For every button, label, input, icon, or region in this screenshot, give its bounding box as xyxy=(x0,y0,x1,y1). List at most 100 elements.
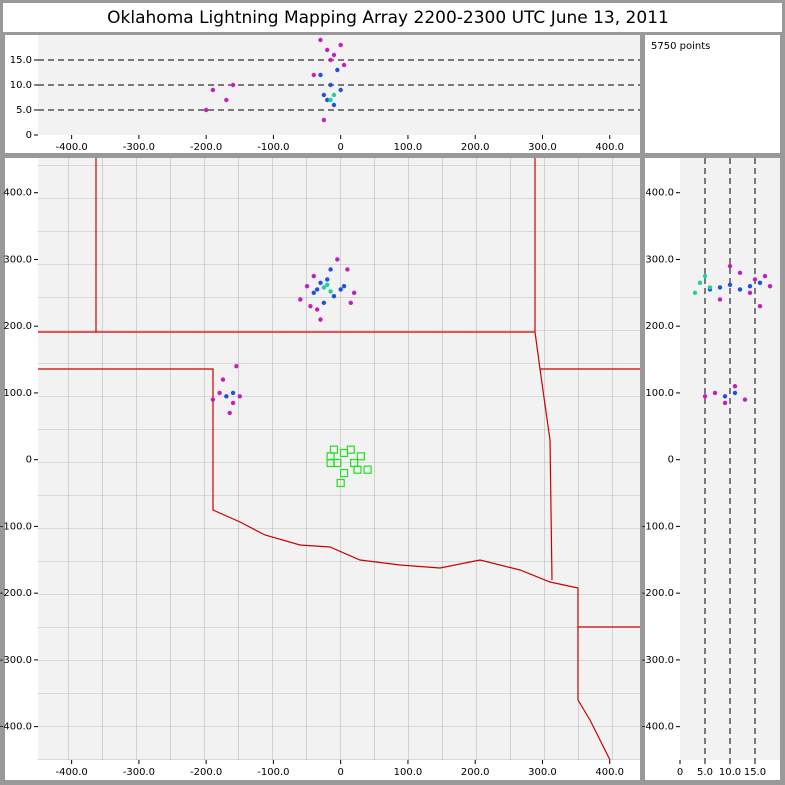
point-count: 5750 points xyxy=(651,41,710,52)
x-tick-label: 15.0 xyxy=(744,767,766,778)
x-tick-label: -300.0 xyxy=(123,767,155,778)
source-point xyxy=(331,293,337,299)
source-point xyxy=(224,97,229,103)
source-point xyxy=(328,289,333,294)
station xyxy=(346,445,355,454)
source-point xyxy=(341,283,347,289)
source-point xyxy=(345,267,350,272)
station xyxy=(350,458,359,468)
y-tick-label: 0 xyxy=(26,130,32,141)
source-point xyxy=(314,307,320,312)
source-point xyxy=(722,400,728,406)
y-tick-label: -400.0 xyxy=(642,722,674,733)
source-point xyxy=(298,297,303,302)
source-point xyxy=(318,72,323,78)
source-point xyxy=(341,62,347,68)
source-point xyxy=(234,364,239,369)
source-point xyxy=(707,285,713,290)
source-point xyxy=(318,280,323,286)
source-point xyxy=(321,300,327,306)
source-point xyxy=(311,72,316,78)
state-borders xyxy=(38,158,640,760)
title-bar xyxy=(3,3,782,32)
station xyxy=(326,458,335,468)
source-point xyxy=(335,67,340,73)
source-point xyxy=(692,290,698,296)
source-point xyxy=(338,287,343,292)
source-point xyxy=(737,287,743,292)
source-point xyxy=(737,270,743,275)
source-point xyxy=(331,102,337,108)
x-tick-label: -200.0 xyxy=(190,142,222,153)
source-point xyxy=(752,277,758,282)
x-tick-label: 400.0 xyxy=(595,767,624,778)
x-tick-label: 100.0 xyxy=(394,142,423,153)
x-tick-label: -100.0 xyxy=(257,767,289,778)
x-tick-label: 100.0 xyxy=(394,767,423,778)
source-point xyxy=(747,283,753,289)
source-point xyxy=(722,394,728,399)
x-tick-label: -400.0 xyxy=(56,767,88,778)
y-tick-label: -300.0 xyxy=(642,655,674,666)
source-point xyxy=(331,92,337,98)
x-tick-label: 200.0 xyxy=(461,142,490,153)
source-point xyxy=(732,390,738,396)
source-point xyxy=(757,280,763,286)
source-point xyxy=(227,410,232,416)
x-tick-label: 200.0 xyxy=(461,767,490,778)
x-tick-label: 300.0 xyxy=(528,767,557,778)
source-point xyxy=(325,47,330,53)
chart-title: Oklahoma Lightning Mapping Array 2200-23… xyxy=(107,8,669,28)
source-point xyxy=(702,394,708,399)
source-point xyxy=(325,97,330,103)
border xyxy=(38,368,611,760)
source-point xyxy=(328,57,333,63)
station xyxy=(336,478,345,488)
source-point xyxy=(318,37,323,43)
source-point xyxy=(732,384,738,389)
x-tick-label: 300.0 xyxy=(528,142,557,153)
source-point xyxy=(311,273,316,279)
source-point xyxy=(712,390,718,396)
source-point xyxy=(717,285,723,290)
source-point xyxy=(318,317,323,322)
source-point xyxy=(762,273,768,279)
y-tick-label: 0 xyxy=(26,455,32,466)
source-point xyxy=(321,117,327,123)
x-tick-label: -400.0 xyxy=(56,142,88,153)
station xyxy=(363,465,372,474)
source-point xyxy=(311,290,316,296)
x-tick-label: 400.0 xyxy=(595,142,624,153)
border xyxy=(540,368,640,628)
y-tick-label: 100.0 xyxy=(3,388,32,399)
x-tick-label: -200.0 xyxy=(190,767,222,778)
x-tick-label: 0 xyxy=(337,142,343,153)
x-tick-label: 0 xyxy=(337,767,343,778)
y-tick-label: 300.0 xyxy=(3,254,32,265)
info-panel xyxy=(645,35,780,153)
source-point xyxy=(230,400,236,406)
source-point xyxy=(338,87,343,93)
source-point xyxy=(210,87,216,93)
source-point xyxy=(304,283,310,289)
x-tick-label: 5.0 xyxy=(697,767,713,778)
y-tick-label: -100.0 xyxy=(0,521,32,532)
source-point xyxy=(237,394,242,399)
source-point xyxy=(217,390,222,396)
source-point xyxy=(328,97,333,103)
y-tick-label: 5.0 xyxy=(16,105,32,116)
source-point xyxy=(321,285,327,290)
source-point xyxy=(742,397,748,402)
source-point xyxy=(338,42,343,48)
source-point xyxy=(335,257,340,262)
x-tick-label: -100.0 xyxy=(257,142,289,153)
source-point xyxy=(325,277,330,282)
y-tick-label: 200.0 xyxy=(645,321,674,332)
source-point xyxy=(308,303,313,309)
source-point xyxy=(331,52,337,58)
source-point xyxy=(321,92,327,98)
source-point xyxy=(224,394,229,399)
y-tick-label: -400.0 xyxy=(0,722,32,733)
source-point xyxy=(220,377,226,382)
y-tick-label: -100.0 xyxy=(642,521,674,532)
